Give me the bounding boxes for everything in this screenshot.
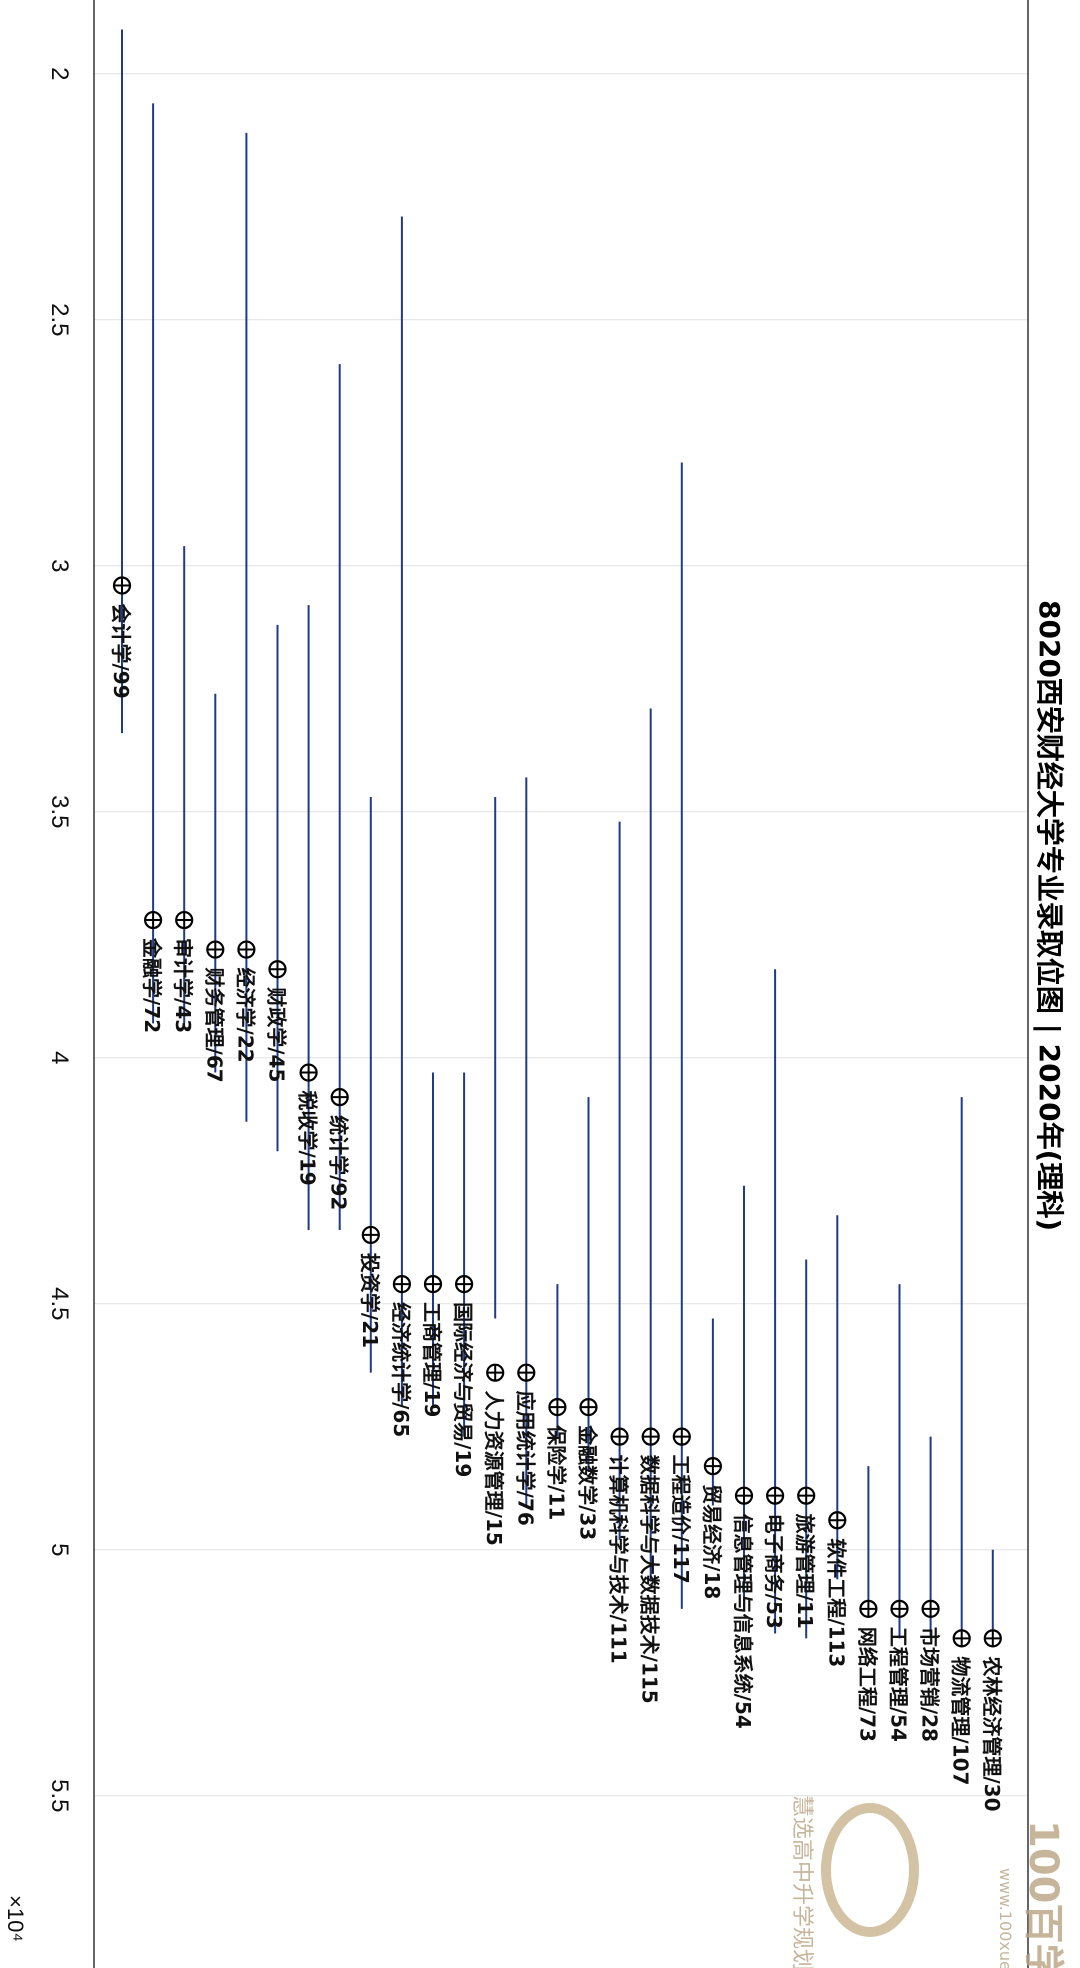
watermark: 100百学网 慧选高中升学规划 www.100xue.net	[789, 1795, 1066, 1968]
tick-label: 2	[46, 67, 73, 80]
category-label: 工程造价/117	[669, 1455, 693, 1584]
category-label: 贸易经济/18	[700, 1484, 724, 1599]
category-labels: 会计学/99 金融学/72 审计学/43 财务管理/67 经济学/22 财政学/45 税收学…	[109, 603, 1004, 1811]
category-label: 金融学/72	[140, 937, 164, 1033]
watermark-account: 慧选高中升学规划	[789, 1795, 814, 1968]
category-label: 经济学/22	[233, 968, 257, 1063]
value-axis: 2 2.5 3 3.5 4 4.5 5 5.5	[46, 67, 73, 1812]
category-label: 信息管理与信息系统/54	[731, 1514, 755, 1729]
watermark-logo-text: 100百学网	[1020, 1820, 1066, 1968]
category-label: 会计学/99	[109, 603, 133, 698]
category-label: 人力资源管理/15	[482, 1391, 506, 1546]
category-label: 国际经济与贸易/19	[451, 1302, 475, 1477]
category-label: 旅游管理/11	[793, 1514, 817, 1629]
tick-label: 5	[46, 1543, 73, 1556]
category-label: 保险学/11	[544, 1424, 568, 1520]
chart-title: 8020西安财经大学专业录取位图 | 2020年(理科)	[1033, 600, 1066, 1231]
tick-label: 3	[46, 559, 73, 572]
watermark-url: www.100xue.net	[996, 1868, 1015, 1968]
series	[112, 29, 1002, 1648]
category-label: 软件工程/113	[824, 1538, 848, 1667]
watermark-logo-mark	[821, 1803, 919, 1937]
axis-multiplier-label: ×10⁴	[3, 1895, 28, 1942]
category-label: 工程管理/54	[887, 1627, 911, 1742]
tick-label: 3.5	[46, 795, 73, 828]
category-label: 电子商务/53	[762, 1514, 786, 1629]
tick-label: 4	[46, 1051, 73, 1064]
tick-label: 5.5	[46, 1779, 73, 1812]
grid	[94, 73, 1028, 1797]
category-label: 金融数学/33	[576, 1424, 600, 1540]
category-label: 经济统计学/65	[389, 1302, 413, 1437]
tick-label: 4.5	[46, 1287, 73, 1320]
category-label: 农林经济管理/30	[980, 1655, 1004, 1811]
category-label: 应用统计学/76	[513, 1391, 537, 1526]
category-label: 工商管理/19	[420, 1302, 444, 1417]
category-label: 税收学/19	[296, 1091, 320, 1186]
category-label: 市场营销/28	[918, 1627, 942, 1742]
tick-label: 2.5	[46, 303, 73, 336]
category-label: 网络工程/73	[855, 1627, 879, 1742]
category-label: 计算机科学与技术/111	[607, 1455, 631, 1664]
category-label: 财政学/45	[265, 987, 289, 1082]
category-label: 数据科学与大数据技术/115	[638, 1455, 662, 1704]
category-label: 投资学/21	[358, 1253, 382, 1348]
category-label: 财务管理/67	[202, 968, 226, 1083]
category-label: 审计学/43	[171, 938, 195, 1033]
category-label: 统计学/92	[327, 1115, 351, 1210]
category-label: 物流管理/107	[949, 1656, 973, 1785]
